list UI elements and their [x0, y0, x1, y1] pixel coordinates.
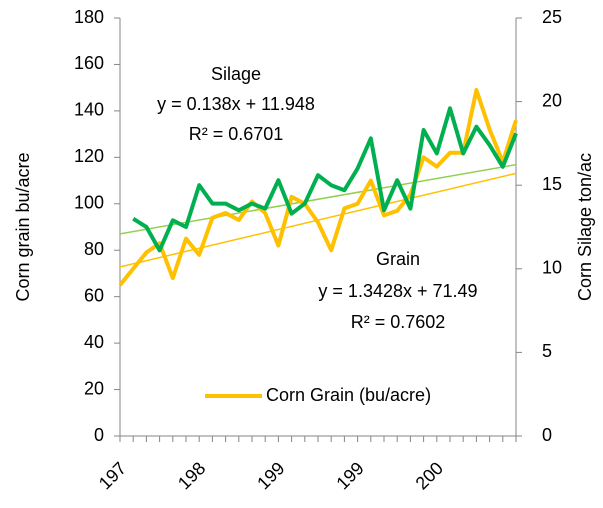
- y2-tick-label: 0: [542, 425, 552, 445]
- y-tick-label: 60: [84, 285, 104, 305]
- y2-axis-label: Corn Silage ton/ac: [575, 153, 595, 301]
- annotation: R² = 0.6701: [189, 124, 284, 144]
- x-tick-label: 197: [95, 458, 130, 493]
- annotation: R² = 0.7602: [351, 312, 446, 332]
- y2-tick-label: 10: [542, 258, 562, 278]
- y2-tick-label: 15: [542, 174, 562, 194]
- y2-tick-label: 5: [542, 341, 552, 361]
- y-tick-label: 180: [74, 7, 104, 27]
- y-tick-label: 80: [84, 239, 104, 259]
- annotation: Silage: [211, 64, 261, 84]
- y2-tick-label: 25: [542, 7, 562, 27]
- annotation: Grain: [376, 249, 420, 269]
- series-line: [118, 87, 518, 287]
- annotation: y = 1.3428x + 71.49: [318, 281, 477, 301]
- x-tick-label: 200: [412, 458, 447, 493]
- annotation: y = 0.138x + 11.948: [157, 94, 315, 114]
- legend-label: Corn Grain (bu/acre): [266, 385, 431, 405]
- y-tick-label: 40: [84, 332, 104, 352]
- x-tick-label: 199: [332, 458, 367, 493]
- y-tick-label: 100: [74, 193, 104, 213]
- x-tick-label: 198: [174, 458, 209, 493]
- y2-tick-label: 20: [542, 90, 562, 110]
- y-tick-label: 20: [84, 378, 104, 398]
- y-tick-label: 140: [74, 100, 104, 120]
- y-tick-label: 160: [74, 53, 104, 73]
- series-line: [132, 106, 518, 253]
- y-axis-label: Corn grain bu/acre: [13, 152, 33, 301]
- y-tick-label: 0: [94, 425, 104, 445]
- y-tick-label: 120: [74, 146, 104, 166]
- x-tick-label: 199: [253, 458, 288, 493]
